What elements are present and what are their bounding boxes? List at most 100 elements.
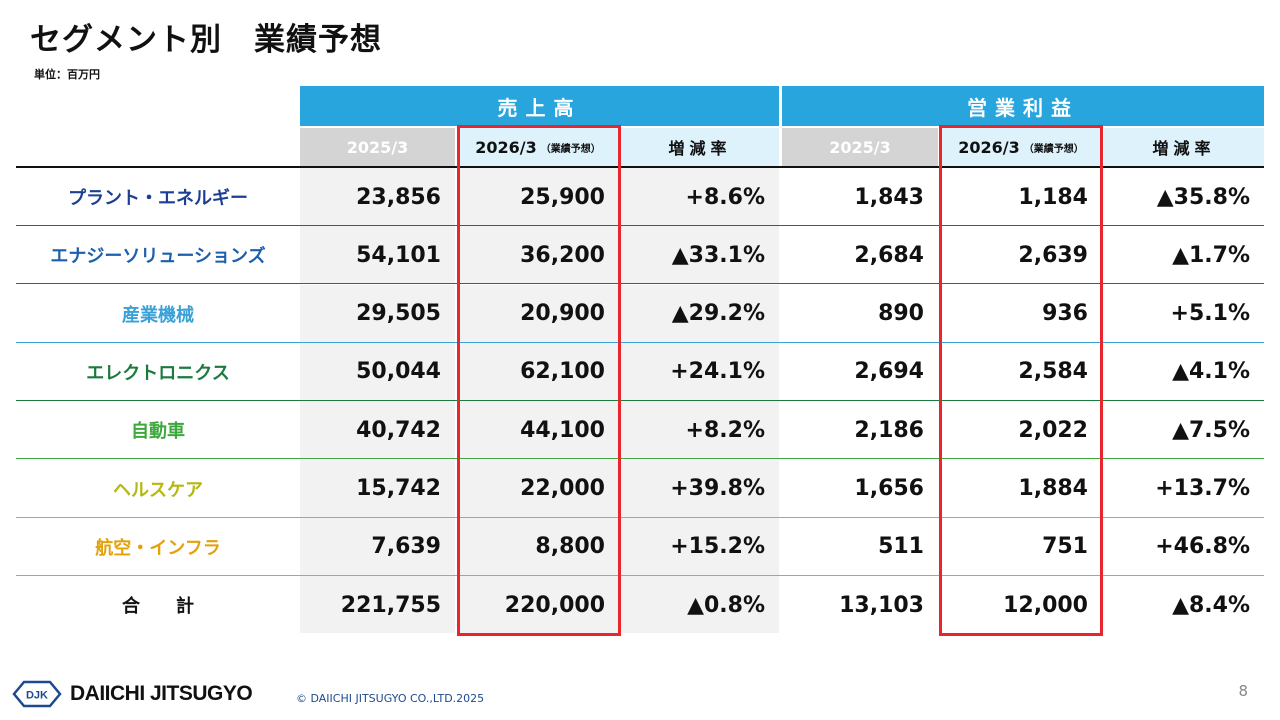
profit-forecast-cell: 2,584	[1018, 359, 1088, 385]
row-divider	[16, 341, 1264, 343]
sales-prev-cell: 23,856	[300, 168, 455, 226]
sales-prev-header-text: 2025/3	[346, 137, 409, 157]
profit-rate-cell: ▲35.8%	[1156, 184, 1250, 210]
profit-prev-cell: 13,103	[839, 592, 924, 618]
segment-label: エナジーソリューションズ	[50, 246, 266, 268]
sales-rate-cell: +8.2%	[621, 401, 779, 460]
sales-prev-cell: 221,755	[300, 576, 455, 635]
sales-forecast-header: 2026/3 （業績予想）	[457, 128, 619, 166]
sales-rate-cell: +39.8%	[621, 459, 779, 518]
profit-prev-cell: 2,684	[854, 242, 924, 268]
sales-forecast-cell: 36,200	[457, 226, 619, 285]
profit-forecast-cell: 1,184	[1018, 184, 1088, 210]
sales-forecast-cell: 44,100	[457, 401, 619, 460]
profit-forecast-cell: 936	[1042, 301, 1088, 327]
page-number: 8	[1238, 682, 1248, 700]
table-row: エナジーソリューションズ 54,101 36,200 ▲33.1% 2,684 2,639…	[16, 226, 1264, 285]
row-divider	[16, 574, 1264, 576]
sales-prev-cell: 50,044	[300, 342, 455, 401]
sales-forecast-cell: 8,800	[457, 517, 619, 576]
table-total-row: 合 計 221,755 220,000 ▲0.8% 13,103 12,000 ▲8.4%	[16, 576, 1264, 635]
row-divider	[16, 283, 1264, 285]
sales-forecast-cell: 20,900	[457, 284, 619, 343]
profit-prev-header: 2025/3	[782, 128, 938, 166]
table-row: ヘルスケア 15,742 22,000 +39.8% 1,656 1,884 +13.7%	[16, 459, 1264, 518]
row-divider	[16, 458, 1264, 460]
row-divider	[16, 516, 1264, 518]
row-divider	[16, 399, 1264, 401]
profit-rate-cell: ▲7.5%	[1172, 417, 1250, 443]
profit-rate-cell: +46.8%	[1155, 534, 1250, 560]
sales-rate-cell: ▲0.8%	[621, 576, 779, 635]
brand-name: DAIICHI JITSUGYO	[70, 682, 253, 705]
profit-rate-header: 増減率	[1104, 128, 1264, 166]
profit-prev-cell: 2,186	[854, 417, 924, 443]
profit-group-header: 営業利益	[782, 86, 1264, 126]
sales-forecast-cell: 25,900	[457, 168, 619, 226]
profit-rate-cell: ▲1.7%	[1172, 242, 1250, 268]
profit-forecast-header: 2026/3 （業績予想）	[940, 128, 1102, 166]
profit-forecast-header-note: （業績予想）	[1023, 143, 1084, 155]
sales-forecast-highlight	[457, 125, 621, 636]
table-row: 航空・インフラ 7,639 8,800 +15.2% 511 751 +46.8%	[16, 517, 1264, 576]
table-row: 産業機械 29,505 20,900 ▲29.2% 890 936 +5.1%	[16, 284, 1264, 343]
sales-prev-cell: 15,742	[300, 459, 455, 518]
row-divider	[16, 633, 1264, 635]
sales-forecast-header-text: 2026/3	[475, 137, 537, 157]
sales-rate-header-text: 増減率	[668, 139, 732, 158]
segment-label: 産業機械	[122, 304, 194, 326]
profit-forecast-cell: 1,884	[1018, 476, 1088, 501]
profit-rate-cell: ▲4.1%	[1172, 359, 1250, 385]
table-top-rule	[16, 166, 1264, 168]
sales-prev-cell: 40,742	[300, 401, 455, 460]
sales-rate-header: 増減率	[621, 128, 779, 166]
profit-prev-cell: 1,656	[854, 476, 924, 501]
table-row: エレクトロニクス 50,044 62,100 +24.1% 2,694 2,584 ▲4.1…	[16, 342, 1264, 401]
profit-prev-cell: 890	[878, 301, 924, 327]
sales-forecast-cell: 22,000	[457, 459, 619, 518]
profit-forecast-cell: 2,639	[1018, 242, 1088, 268]
table-row: 自動車 40,742 44,100 +8.2% 2,186 2,022 ▲7.5%	[16, 401, 1264, 460]
profit-prev-cell: 511	[878, 534, 924, 560]
segment-label: プラント・エネルギー	[68, 188, 248, 209]
profit-prev-cell: 1,843	[854, 184, 924, 210]
profit-rate-cell: ▲8.4%	[1172, 592, 1250, 618]
sales-prev-header: 2025/3	[300, 128, 455, 166]
table-row: プラント・エネルギー 23,856 25,900 +8.6% 1,843 1,184 ▲35…	[16, 168, 1264, 226]
sales-rate-cell: ▲33.1%	[621, 226, 779, 285]
sales-rate-cell: +8.6%	[621, 168, 779, 226]
profit-forecast-highlight	[939, 125, 1103, 636]
row-divider	[16, 225, 1264, 226]
segment-label: 合 計	[122, 596, 194, 618]
segment-label: エレクトロニクス	[86, 362, 230, 384]
copyright: © DAIICHI JITSUGYO CO.,LTD.2025	[296, 692, 485, 705]
sales-forecast-header-note: （業績予想）	[540, 143, 601, 155]
profit-rate-header-text: 増減率	[1152, 139, 1216, 158]
profit-prev-header-text: 2025/3	[829, 137, 891, 157]
sales-prev-cell: 7,639	[300, 517, 455, 576]
profit-forecast-header-text: 2026/3	[958, 137, 1020, 157]
sales-rate-cell: +24.1%	[621, 342, 779, 401]
company-logo: DJK DAIICHI JITSUGYO	[12, 678, 253, 710]
segment-label: 自動車	[131, 421, 185, 443]
profit-forecast-cell: 751	[1042, 534, 1088, 560]
sales-rate-cell: +15.2%	[621, 517, 779, 576]
profit-forecast-cell: 12,000	[1003, 592, 1088, 618]
page-title: セグメント別 業績予想	[30, 22, 382, 58]
profit-rate-cell: +5.1%	[1170, 301, 1250, 327]
unit-label: 単位：百万円	[34, 68, 100, 81]
sales-forecast-cell: 220,000	[457, 576, 619, 635]
profit-rate-cell: +13.7%	[1155, 476, 1250, 501]
profit-prev-cell: 2,694	[854, 359, 924, 385]
sales-rate-cell: ▲29.2%	[621, 284, 779, 343]
djk-logo-text: DJK	[26, 690, 48, 702]
sales-group-header: 売上高	[300, 86, 779, 126]
djk-logo-icon: DJK	[12, 680, 62, 708]
sales-forecast-cell: 62,100	[457, 342, 619, 401]
sales-prev-cell: 54,101	[300, 226, 455, 285]
profit-forecast-cell: 2,022	[1018, 417, 1088, 443]
sales-prev-cell: 29,505	[300, 284, 455, 343]
segment-label: 航空・インフラ	[95, 537, 221, 559]
segment-label: ヘルスケア	[113, 479, 203, 501]
